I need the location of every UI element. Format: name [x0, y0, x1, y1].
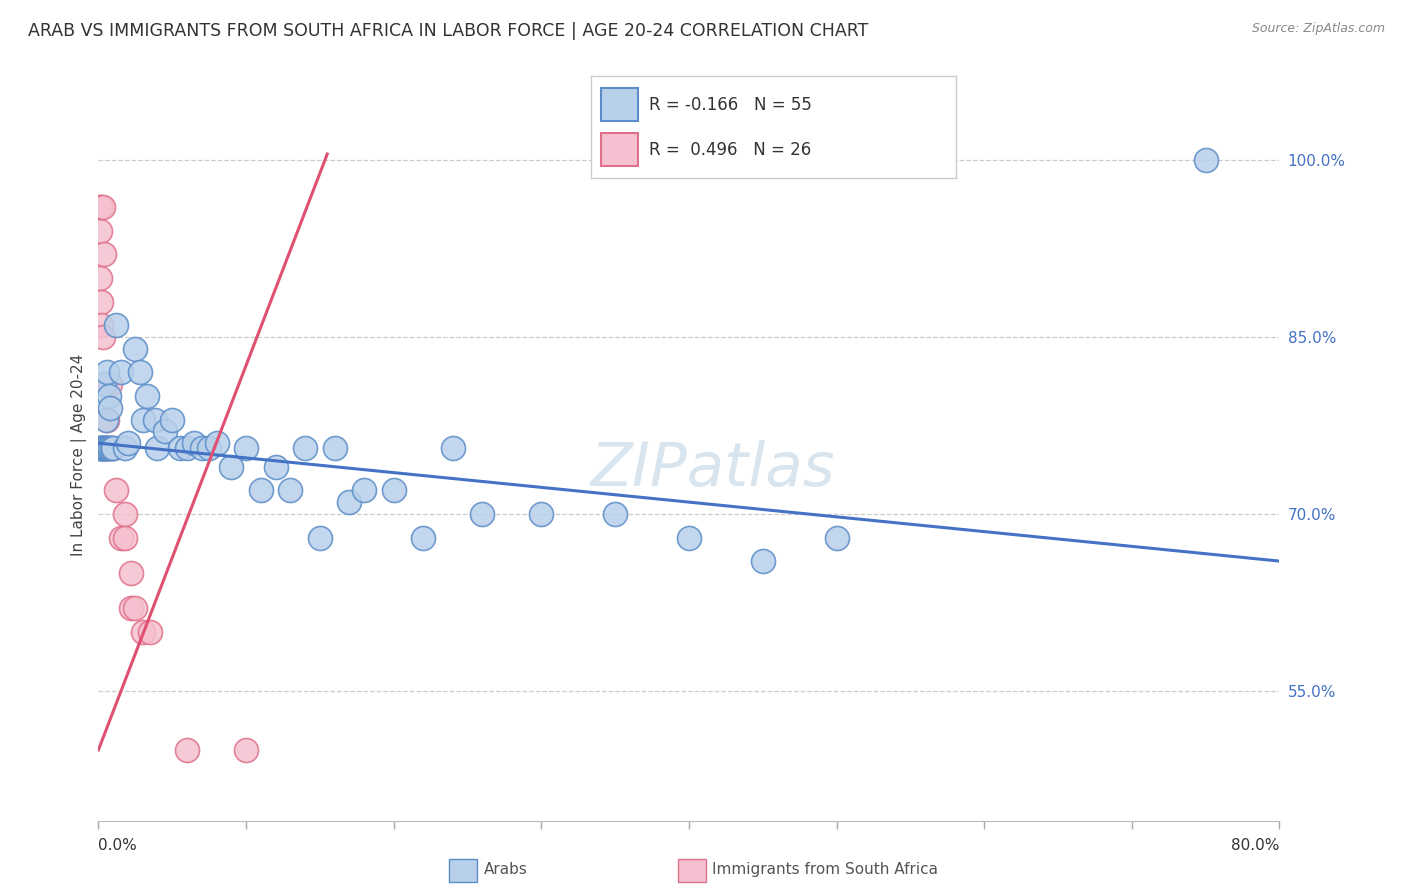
Point [114, 531, 136, 545]
Point [91, 330, 114, 344]
Point [96, 441, 118, 455]
Point [264, 459, 287, 474]
FancyBboxPatch shape [602, 88, 638, 121]
Point [176, 743, 198, 757]
Point [110, 531, 132, 545]
Point [90, 294, 112, 309]
Point [751, 554, 773, 568]
Point [90, 441, 112, 455]
Point [97, 441, 120, 455]
Point [98, 401, 121, 415]
Point [93, 247, 115, 261]
Point [124, 601, 146, 615]
Point [678, 531, 700, 545]
Point [91, 200, 114, 214]
Point [183, 436, 205, 450]
Point [94, 412, 117, 426]
Point [530, 507, 553, 521]
Point [412, 531, 434, 545]
Point [97, 389, 120, 403]
Point [94, 441, 117, 455]
Text: Source: ZipAtlas.com: Source: ZipAtlas.com [1251, 22, 1385, 36]
Point [100, 441, 122, 455]
Point [132, 412, 155, 426]
Point [294, 441, 316, 455]
Point [339, 495, 360, 509]
Point [103, 441, 125, 455]
Point [132, 624, 155, 639]
Point [441, 441, 464, 455]
Point [471, 507, 494, 521]
Point [146, 441, 169, 455]
Point [128, 365, 150, 379]
Point [93, 441, 115, 455]
Point [124, 342, 146, 356]
Point [94, 441, 117, 455]
Point [103, 441, 125, 455]
Point [162, 412, 183, 426]
Point [169, 441, 191, 455]
Point [353, 483, 375, 498]
Point [96, 412, 118, 426]
Point [1195, 153, 1218, 167]
Point [382, 483, 405, 498]
Text: R =  0.496   N = 26: R = 0.496 N = 26 [650, 141, 811, 159]
Point [98, 441, 121, 455]
Point [90, 318, 112, 333]
Point [139, 624, 162, 639]
Point [89, 441, 111, 455]
Point [235, 441, 257, 455]
Point [120, 601, 142, 615]
Y-axis label: In Labor Force | Age 20-24: In Labor Force | Age 20-24 [72, 354, 87, 556]
Point [117, 436, 139, 450]
Point [176, 441, 198, 455]
Point [96, 365, 118, 379]
Point [136, 389, 159, 403]
Point [90, 441, 112, 455]
Point [89, 271, 111, 285]
Point [143, 412, 166, 426]
Point [198, 441, 221, 455]
Point [105, 483, 128, 498]
Point [120, 566, 142, 580]
Text: Arabs: Arabs [484, 863, 527, 877]
Text: ZIPatlas: ZIPatlas [591, 440, 835, 499]
Point [219, 459, 242, 474]
Text: 0.0%: 0.0% [98, 838, 138, 854]
Point [96, 441, 118, 455]
Point [309, 531, 332, 545]
Text: 80.0%: 80.0% [1232, 838, 1279, 854]
Point [191, 441, 214, 455]
Point [110, 365, 132, 379]
Point [89, 200, 111, 214]
Point [114, 507, 136, 521]
Point [605, 507, 627, 521]
FancyBboxPatch shape [450, 859, 477, 882]
Point [90, 200, 112, 214]
Point [91, 441, 114, 455]
Point [89, 224, 111, 238]
Point [98, 377, 121, 392]
Text: ARAB VS IMMIGRANTS FROM SOUTH AFRICA IN LABOR FORCE | AGE 20-24 CORRELATION CHAR: ARAB VS IMMIGRANTS FROM SOUTH AFRICA IN … [28, 22, 869, 40]
Point [278, 483, 302, 498]
Point [105, 318, 128, 333]
Point [94, 441, 117, 455]
Point [89, 441, 111, 455]
Text: Immigrants from South Africa: Immigrants from South Africa [713, 863, 938, 877]
Point [250, 483, 273, 498]
Point [114, 441, 136, 455]
Point [153, 425, 176, 439]
Point [91, 441, 114, 455]
Point [93, 377, 115, 392]
FancyBboxPatch shape [602, 133, 638, 166]
Text: R = -0.166   N = 55: R = -0.166 N = 55 [650, 95, 811, 113]
FancyBboxPatch shape [678, 859, 706, 882]
Point [235, 743, 257, 757]
Point [205, 436, 228, 450]
Point [323, 441, 346, 455]
Point [825, 531, 848, 545]
